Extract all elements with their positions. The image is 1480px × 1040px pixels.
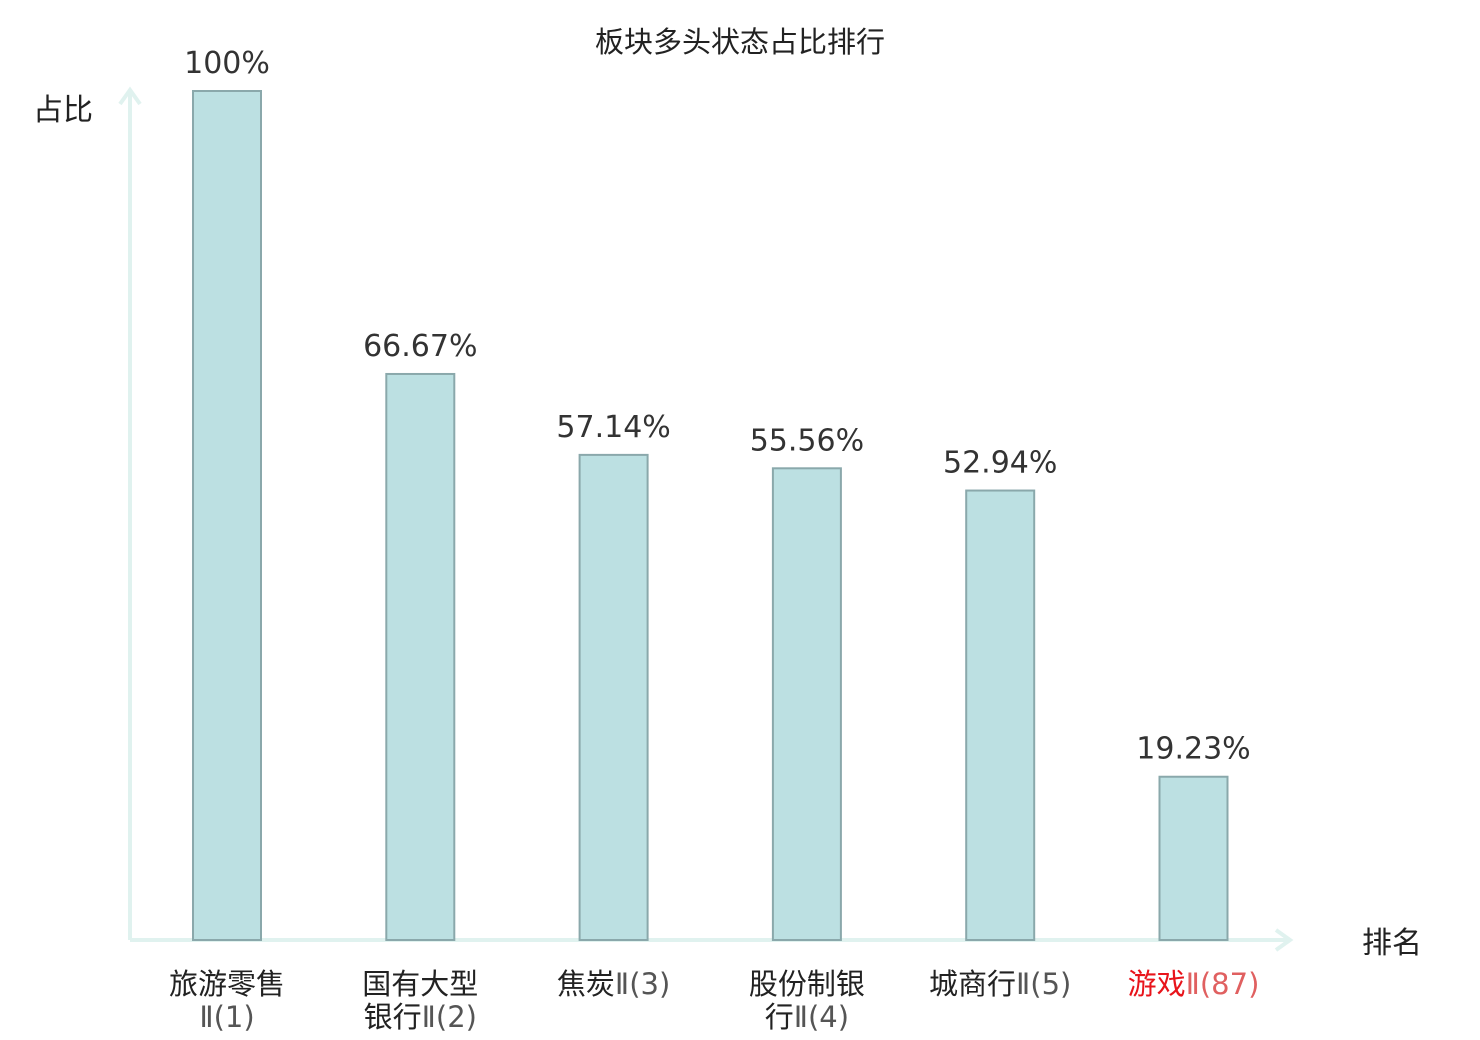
- bar-value-label: 19.23%: [1136, 732, 1250, 767]
- category-tick-label: 行Ⅱ(4): [765, 1000, 849, 1034]
- category-tick-label: 银行Ⅱ(2): [364, 1000, 477, 1034]
- y-axis-arrow-icon: [118, 86, 142, 106]
- bar: [385, 372, 456, 942]
- bar-value-label: 57.14%: [556, 410, 670, 445]
- axes: [118, 86, 1294, 952]
- bars-group: [192, 90, 1229, 942]
- value-labels-group: 100% 66.67% 57.14% 55.56% 52.94% 19.23%: [184, 46, 1251, 767]
- category-tick-label: 旅游零售: [169, 967, 285, 1001]
- bar-value-label: 66.67%: [363, 329, 477, 364]
- category-tick-label: 焦炭Ⅱ(3): [557, 967, 670, 1001]
- bar: [965, 489, 1036, 941]
- bar: [771, 467, 842, 941]
- x-axis-arrow-icon: [1274, 928, 1294, 952]
- category-tick-label: Ⅱ(1): [199, 1000, 254, 1034]
- category-tick-label: 股份制银: [749, 967, 865, 1001]
- chart-title: 板块多头状态占比排行: [595, 25, 885, 59]
- bar: [192, 90, 262, 941]
- bar: [1158, 775, 1229, 941]
- x-axis-label: 排名: [1362, 926, 1422, 961]
- bar-value-label: 55.56%: [750, 423, 864, 458]
- y-axis-label: 占比: [33, 93, 93, 128]
- category-tick-label: 国有大型: [362, 967, 478, 1001]
- category-tick-label: 城商行Ⅱ(5): [929, 967, 1071, 1001]
- bar-value-label: 52.94%: [943, 446, 1057, 481]
- bar-value-label: 100%: [184, 46, 270, 81]
- bar: [578, 453, 649, 941]
- category-tick-label: 游戏Ⅱ(87): [1128, 967, 1260, 1001]
